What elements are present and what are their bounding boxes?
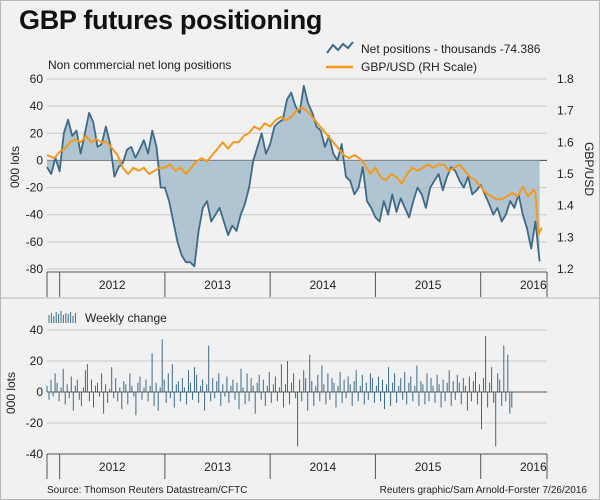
legend-net-swatch (326, 41, 354, 54)
top-right-axis-ticks: 1.2 1.3 1.4 1.5 1.6 1.7 1.8 (557, 72, 574, 276)
bottom-panel: -40 -20 0 20 40 2012 2013 2014 2015 2016 000 lot… (4, 311, 548, 479)
top-left-tick-label: 20 (30, 126, 44, 140)
top-legend: Net positions - thousands -74.386 GBP/US… (326, 41, 541, 74)
credit-note: Reuters graphic/Sam Arnold-Forster 7/26/… (379, 485, 587, 496)
bottom-left-tick-label: -20 (26, 416, 44, 430)
top-left-tick-label: 40 (30, 99, 44, 113)
top-x-axis-ticks: 2012 2013 2014 2015 2016 (59, 272, 547, 297)
top-left-tick-label: -60 (26, 235, 44, 249)
top-right-tick-label: 1.2 (557, 262, 574, 276)
bottom-x-tick-label: 2015 (415, 460, 442, 474)
top-x-tick-label: 2012 (99, 278, 126, 292)
top-x-tick-label: 2016 (520, 278, 547, 292)
top-x-tick-label: 2015 (415, 278, 442, 292)
bottom-legend: Weekly change (48, 311, 167, 325)
top-left-tick-label: -20 (26, 181, 44, 195)
legend-weekly-label: Weekly change (85, 311, 167, 325)
top-left-tick-label: 0 (36, 153, 43, 167)
legend-net-label: Net positions - thousands -74.386 (361, 42, 541, 56)
source-note: Source: Thomson Reuters Datastream/CFTC (47, 485, 248, 496)
legend-weekly-swatch (48, 311, 76, 323)
top-x-tick-label: 2014 (309, 278, 336, 292)
top-left-axis-label: 000 lots (8, 146, 22, 188)
bottom-x-tick-label: 2013 (204, 460, 231, 474)
chart-title: GBP futures positioning (19, 5, 323, 35)
top-chart-subtitle: Non commercial net long positions (48, 58, 232, 72)
bottom-left-tick-label: 20 (30, 354, 44, 368)
top-left-tick-label: -80 (26, 262, 44, 276)
top-right-tick-label: 1.8 (557, 72, 574, 86)
top-left-axis-ticks: -80 -60 -40 -20 0 20 40 60 (26, 72, 44, 276)
bottom-x-tick-label: 2016 (520, 460, 547, 474)
bottom-left-tick-label: -40 (26, 447, 44, 461)
gbpusd-line (46, 106, 543, 236)
top-right-tick-label: 1.6 (557, 135, 574, 149)
top-right-tick-label: 1.4 (557, 199, 574, 213)
bottom-left-axis-ticks: -40 -20 0 20 40 (26, 323, 44, 461)
bottom-left-axis-label: 000 lots (4, 372, 18, 414)
top-right-tick-label: 1.3 (557, 230, 574, 244)
bottom-x-tick-label: 2012 (99, 460, 126, 474)
bottom-left-tick-label: 0 (36, 385, 43, 399)
top-x-tick-label: 2013 (204, 278, 231, 292)
top-right-axis-label: GBP/USD (582, 142, 596, 196)
top-right-tick-label: 1.7 (557, 104, 574, 118)
weekly-change-bars (46, 336, 513, 447)
top-right-tick-label: 1.5 (557, 167, 574, 181)
net-positions-line (46, 84, 541, 268)
bottom-x-tick-label: 2014 (309, 460, 336, 474)
top-left-tick-label: -40 (26, 208, 44, 222)
top-left-tick-label: 60 (30, 72, 44, 86)
legend-gbp-label: GBP/USD (RH Scale) (361, 60, 477, 74)
bottom-gridlines (47, 329, 547, 424)
bottom-x-axis-ticks: 2012 2013 2014 2015 2016 (59, 454, 547, 479)
bottom-left-tick-label: 40 (30, 323, 44, 337)
net-positions-area (47, 85, 540, 267)
